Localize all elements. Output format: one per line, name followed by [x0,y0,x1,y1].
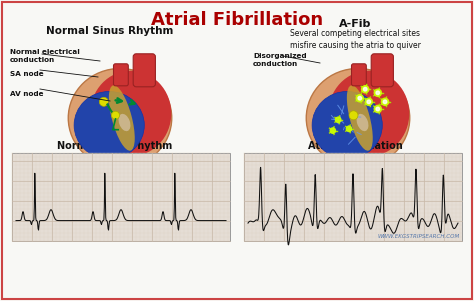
Circle shape [111,111,119,119]
Circle shape [383,100,387,104]
Text: Atrial Fibrillation: Atrial Fibrillation [151,11,323,29]
Ellipse shape [118,114,130,131]
Circle shape [336,117,341,123]
Text: SA node: SA node [10,71,44,77]
Text: Atrial Fibrillation: Atrial Fibrillation [308,141,402,151]
FancyBboxPatch shape [113,64,128,86]
Circle shape [374,105,382,113]
FancyBboxPatch shape [371,54,393,87]
Text: WWW.EKGSTRIPSEARCH.COM: WWW.EKGSTRIPSEARCH.COM [378,234,460,239]
Circle shape [362,85,369,93]
Text: Normal Sinus Rhythm: Normal Sinus Rhythm [46,26,173,36]
Circle shape [346,126,352,132]
FancyBboxPatch shape [244,153,462,241]
Text: Disorganized
conduction: Disorganized conduction [253,53,307,67]
Text: AV node: AV node [10,91,44,97]
Circle shape [364,87,367,91]
Circle shape [376,91,380,95]
Ellipse shape [109,85,135,151]
Circle shape [356,95,364,102]
Text: Normal electrical
conduction: Normal electrical conduction [10,49,80,63]
Circle shape [365,98,373,105]
FancyBboxPatch shape [133,54,155,87]
Circle shape [376,107,380,111]
FancyBboxPatch shape [12,153,230,241]
Text: Normal sinus rhythm: Normal sinus rhythm [57,141,173,151]
Ellipse shape [91,71,171,156]
FancyBboxPatch shape [352,64,366,86]
Ellipse shape [356,114,368,131]
Circle shape [367,100,371,104]
Text: Several competing electrical sites
misfire causing the atria to quiver: Several competing electrical sites misfi… [290,29,420,50]
Ellipse shape [306,69,410,167]
Text: A-Fib: A-Fib [339,19,371,29]
Circle shape [382,98,389,105]
Ellipse shape [74,92,144,159]
Circle shape [358,96,362,100]
Circle shape [99,97,108,106]
Circle shape [330,128,336,133]
Ellipse shape [68,69,172,167]
Circle shape [349,111,358,120]
Ellipse shape [347,85,373,151]
Circle shape [374,89,382,96]
Ellipse shape [328,71,410,156]
Ellipse shape [312,92,383,159]
